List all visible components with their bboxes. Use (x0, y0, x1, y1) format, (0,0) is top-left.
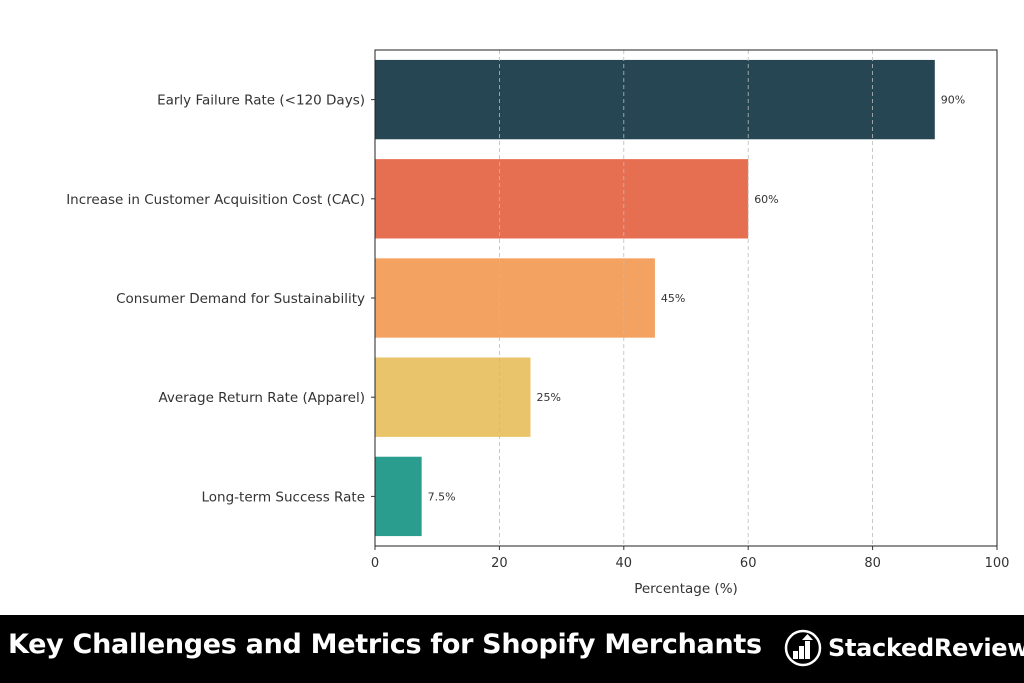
x-tick-label: 0 (371, 556, 379, 571)
bar-value-label: 25% (537, 391, 561, 404)
bar-chart: 90% Early Failure Rate (<120 Days) 60% Incr… (66, 49, 1010, 597)
x-tick-label: 100 (985, 556, 1010, 571)
bar (375, 159, 749, 239)
y-tick-label: Early Failure Rate (<120 Days) (157, 93, 365, 109)
y-tick-label: Consumer Demand for Sustainability (116, 291, 365, 307)
x-tick-label: 80 (864, 556, 881, 571)
y-tick-label: Long-term Success Rate (202, 489, 365, 505)
x-tick-label: 60 (740, 556, 757, 571)
x-tick-label: 40 (616, 556, 633, 571)
bar-value-label: 45% (661, 292, 685, 305)
brand-logo: StackedReview (784, 629, 1024, 667)
brand-name: StackedReview (828, 634, 1024, 662)
x-axis-label: Percentage (%) (634, 581, 738, 597)
bar (375, 59, 935, 140)
title-banner: Key Challenges and Metrics for Shopify M… (0, 615, 1024, 683)
y-tick-label: Increase in Customer Acquisition Cost (C… (66, 192, 365, 208)
bar (375, 456, 422, 537)
chart-title: Key Challenges and Metrics for Shopify M… (8, 629, 762, 660)
bar-value-label: 90% (941, 94, 965, 107)
x-tick-label: 20 (491, 556, 508, 571)
bar-value-label: 7.5% (428, 490, 456, 503)
bar (375, 357, 531, 437)
bar (375, 258, 655, 338)
bar-value-label: 60% (754, 193, 778, 206)
stacked-chart-logo-icon (784, 629, 822, 667)
plot-frame (374, 49, 998, 547)
y-tick-label: Average Return Rate (Apparel) (158, 390, 365, 406)
